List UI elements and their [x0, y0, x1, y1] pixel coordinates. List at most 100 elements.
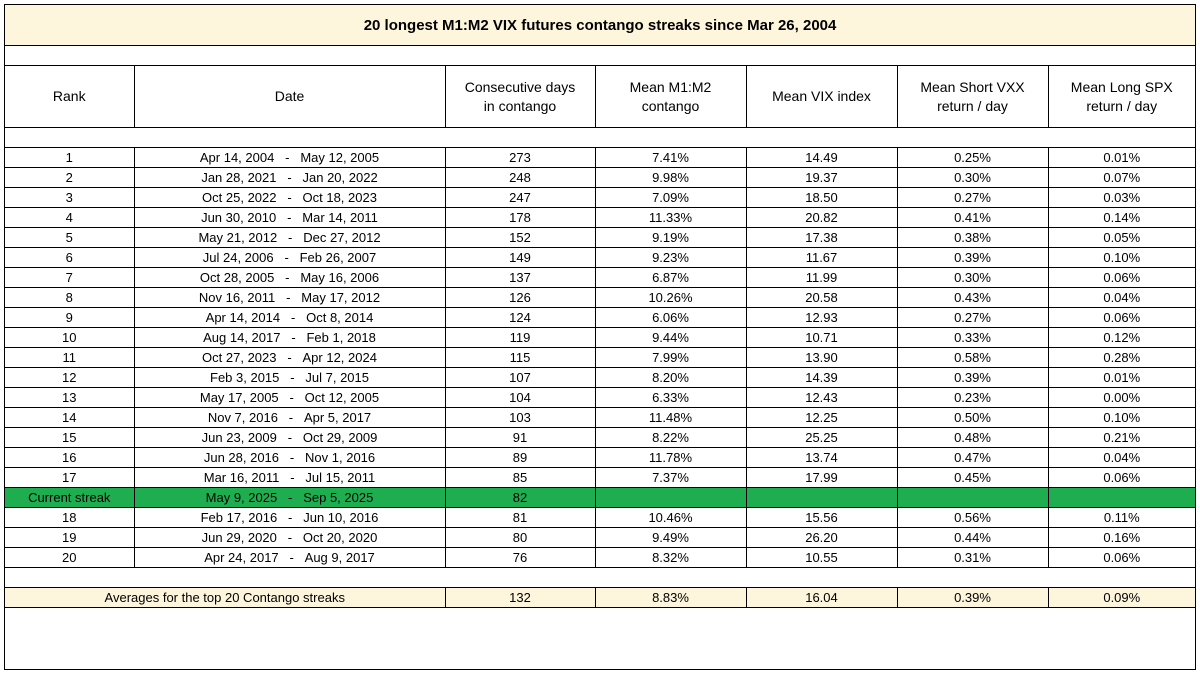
cell-days: 124 — [444, 307, 596, 328]
date-end: Jan 20, 2022 — [302, 170, 378, 185]
cell-vix: 15.56 — [745, 507, 898, 528]
cell-spx: 0.06% — [1047, 307, 1196, 328]
cell-date: Jun 28, 2016- Nov 1, 2016 — [133, 447, 446, 468]
cell-spx: 0.06% — [1047, 547, 1196, 568]
cell-contango: 9.23% — [594, 247, 747, 268]
date-start: Feb 17, 2016 — [200, 510, 278, 525]
cell-contango: 6.87% — [594, 267, 747, 288]
date-start: May 9, 2025 — [205, 490, 278, 505]
averages-contango: 8.83% — [594, 587, 747, 608]
cell-vix: 11.67 — [745, 247, 898, 268]
cell-vxx: 0.30% — [896, 267, 1049, 288]
header-vix: Mean VIX index — [745, 65, 898, 128]
cell-vix: 13.90 — [745, 347, 898, 368]
cell-date: Jun 30, 2010- Mar 14, 2011 — [133, 207, 446, 228]
table-row: 8 Nov 16, 2011- May 17, 2012 126 10.26% 20.58… — [5, 287, 1196, 308]
cell-contango: 7.41% — [594, 147, 747, 168]
cell-contango: 9.44% — [594, 327, 747, 348]
date-start: Oct 25, 2022 — [202, 190, 277, 205]
cell-spx: 0.06% — [1047, 267, 1196, 288]
date-separator: - — [291, 330, 296, 345]
cell-spx: 0.06% — [1047, 467, 1196, 488]
cell-date: Oct 27, 2023- Apr 12, 2024 — [133, 347, 446, 368]
cell-vxx: 0.48% — [896, 427, 1049, 448]
cell-days: 80 — [444, 527, 596, 548]
header-vxx: Mean Short VXX return / day — [896, 65, 1049, 128]
cell-date: Feb 3, 2015- Jul 7, 2015 — [133, 367, 446, 388]
cell-rank: 7 — [5, 267, 135, 288]
cell-date: Apr 24, 2017- Aug 9, 2017 — [133, 547, 446, 568]
date-start: Apr 14, 2004 — [199, 150, 275, 165]
cell-spx: 0.21% — [1047, 427, 1196, 448]
date-separator: - — [287, 210, 292, 225]
date-end: May 16, 2006 — [300, 270, 380, 285]
cell-date: Aug 14, 2017- Feb 1, 2018 — [133, 327, 446, 348]
date-start: Mar 16, 2011 — [203, 470, 280, 485]
date-start: Jun 28, 2016 — [203, 450, 280, 465]
cell-contango: 9.98% — [594, 167, 747, 188]
cell-rank: 20 — [5, 547, 135, 568]
date-separator: - — [289, 390, 294, 405]
date-end: Sep 5, 2025 — [303, 490, 374, 505]
cell-vix: 18.50 — [745, 187, 898, 208]
cell-vix: 12.93 — [745, 307, 898, 328]
cell-vix: 17.99 — [745, 467, 898, 488]
date-separator: - — [290, 370, 295, 385]
date-end: Apr 12, 2024 — [302, 350, 377, 365]
cell-rank: 9 — [5, 307, 135, 328]
cell-date: Oct 28, 2005- May 16, 2006 — [133, 267, 446, 288]
cell-rank: 8 — [5, 287, 135, 308]
cell-rank: 1 — [5, 147, 135, 168]
table-row: 6 Jul 24, 2006- Feb 26, 2007 149 9.23% 11.67 0… — [5, 247, 1196, 268]
cell-vix: 14.39 — [745, 367, 898, 388]
date-end: Feb 26, 2007 — [299, 250, 377, 265]
cell-spx: 0.00% — [1047, 387, 1196, 408]
spacer-row — [5, 567, 1196, 588]
table-row: 4 Jun 30, 2010- Mar 14, 2011 178 11.33% 20.82… — [5, 207, 1196, 228]
cell-days: 91 — [444, 427, 596, 448]
cell-spx — [1047, 487, 1196, 508]
cell-spx: 0.14% — [1047, 207, 1196, 228]
cell-contango: 6.06% — [594, 307, 747, 328]
date-start: Apr 24, 2017 — [204, 550, 279, 565]
header-spx: Mean Long SPX return / day — [1047, 65, 1196, 128]
date-end: Dec 27, 2012 — [303, 230, 381, 245]
date-end: May 12, 2005 — [300, 150, 380, 165]
cell-rank: 18 — [5, 507, 135, 528]
cell-vxx: 0.38% — [896, 227, 1049, 248]
table-row: 19 Jun 29, 2020- Oct 20, 2020 80 9.49% 26.20 0… — [5, 527, 1196, 548]
averages-spx: 0.09% — [1047, 587, 1196, 608]
averages-vxx: 0.39% — [896, 587, 1049, 608]
date-end: Aug 9, 2017 — [304, 550, 375, 565]
cell-vix: 14.49 — [745, 147, 898, 168]
cell-days: 81 — [444, 507, 596, 528]
cell-date: Jul 24, 2006- Feb 26, 2007 — [133, 247, 446, 268]
date-separator: - — [287, 430, 293, 445]
table-row: 13 May 17, 2005- Oct 12, 2005 104 6.33% 12.43… — [5, 387, 1196, 408]
cell-vxx: 0.25% — [896, 147, 1049, 168]
table-row: 16 Jun 28, 2016- Nov 1, 2016 89 11.78% 13.74 0… — [5, 447, 1196, 468]
cell-vix: 26.20 — [745, 527, 898, 548]
header-contango: Mean M1:M2 contango — [594, 65, 747, 128]
cell-contango: 8.32% — [594, 547, 747, 568]
cell-days: 247 — [444, 187, 596, 208]
date-separator: - — [287, 170, 292, 185]
cell-contango: 11.78% — [594, 447, 747, 468]
cell-rank: 5 — [5, 227, 135, 248]
title-row: 20 longest M1:M2 VIX futures contango st… — [5, 5, 1196, 46]
cell-spx: 0.12% — [1047, 327, 1196, 348]
averages-days: 132 — [444, 587, 596, 608]
date-end: Nov 1, 2016 — [305, 450, 376, 465]
date-separator: - — [290, 470, 295, 485]
table-row: 3 Oct 25, 2022- Oct 18, 2023 247 7.09% 18.50 0… — [5, 187, 1196, 208]
cell-spx: 0.28% — [1047, 347, 1196, 368]
cell-date: May 21, 2012- Dec 27, 2012 — [133, 227, 446, 248]
cell-days: 85 — [444, 467, 596, 488]
date-end: Apr 5, 2017 — [303, 410, 372, 425]
table-row: 15 Jun 23, 2009- Oct 29, 2009 91 8.22% 25.25 0… — [5, 427, 1196, 448]
current-streak-row: Current streak May 9, 2025- Sep 5, 2025 82 — [5, 487, 1196, 508]
cell-days: 104 — [444, 387, 596, 408]
header-days: Consecutive days in contango — [444, 65, 596, 128]
cell-date: Nov 16, 2011- May 17, 2012 — [133, 287, 446, 308]
cell-vxx: 0.27% — [896, 187, 1049, 208]
